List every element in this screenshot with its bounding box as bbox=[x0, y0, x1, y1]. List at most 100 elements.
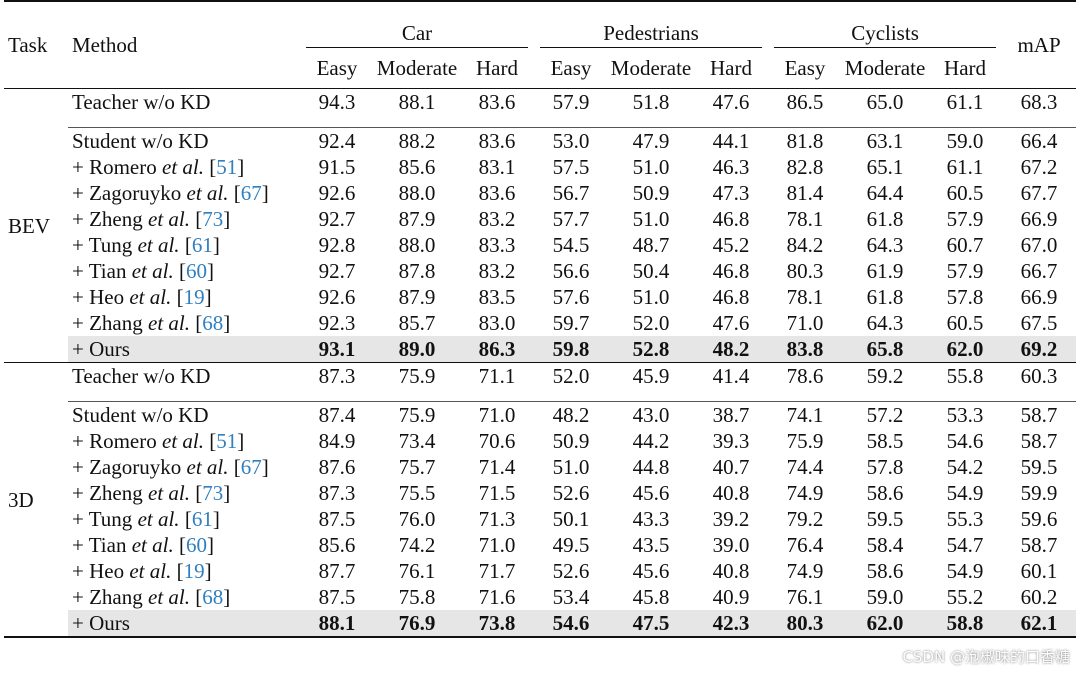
citation-link[interactable]: 68 bbox=[202, 585, 224, 609]
method-name: + Heo et al. [19] bbox=[72, 559, 212, 583]
value-cell: 43.3 bbox=[632, 507, 670, 531]
value-cell: 51.0 bbox=[632, 207, 670, 231]
table-row: + Zagoruyko et al. [67] 87.6 75.7 71.4 51.0 4… bbox=[4, 454, 1076, 480]
task-label: BEV bbox=[4, 88, 68, 363]
citation-link[interactable]: 60 bbox=[185, 259, 207, 283]
citation-link[interactable]: 51 bbox=[216, 155, 238, 179]
value-cell: 52.6 bbox=[552, 559, 590, 583]
citation-link[interactable]: 73 bbox=[202, 481, 224, 505]
value-cell: 67.2 bbox=[1020, 155, 1058, 179]
citation-link[interactable]: 73 bbox=[202, 207, 224, 231]
table-row: + Tung et al. [61] 92.8 88.0 83.3 54.5 48.7 45… bbox=[4, 232, 1076, 258]
value-cell: 50.1 bbox=[552, 507, 590, 531]
value-cell: 83.3 bbox=[478, 233, 516, 257]
value-cell: 65.8 bbox=[842, 336, 929, 363]
value-cell: 92.8 bbox=[318, 233, 356, 257]
value-cell: 63.1 bbox=[866, 129, 904, 153]
citation-link[interactable]: 19 bbox=[183, 559, 205, 583]
value-cell: 75.5 bbox=[398, 481, 436, 505]
citation-link[interactable]: 61 bbox=[191, 233, 213, 257]
citation-link[interactable]: 67 bbox=[240, 455, 262, 479]
group-header-cyclists: Cyclists bbox=[768, 0, 1003, 48]
value-cell: 57.7 bbox=[552, 207, 590, 231]
value-cell: 50.9 bbox=[552, 429, 590, 453]
method-name: + Ours bbox=[68, 610, 300, 638]
value-cell: 39.0 bbox=[712, 533, 750, 557]
value-cell: 92.6 bbox=[318, 181, 356, 205]
value-cell: 87.5 bbox=[318, 585, 356, 609]
value-cell: 87.9 bbox=[398, 207, 436, 231]
group-header-pedestrians: Pedestrians bbox=[534, 0, 769, 48]
value-cell: 39.3 bbox=[712, 429, 750, 453]
value-cell: 83.2 bbox=[478, 259, 516, 283]
value-cell: 57.6 bbox=[552, 285, 590, 309]
value-cell: 78.1 bbox=[786, 207, 824, 231]
value-cell: 44.1 bbox=[712, 129, 750, 153]
value-cell: 89.0 bbox=[374, 336, 460, 363]
section-gap bbox=[4, 115, 1077, 128]
value-cell: 59.7 bbox=[552, 311, 590, 335]
value-cell: 52.8 bbox=[608, 336, 694, 363]
sub-header: Moderate bbox=[376, 56, 458, 80]
value-cell: 82.8 bbox=[786, 155, 824, 179]
value-cell: 71.0 bbox=[478, 403, 516, 427]
value-cell: 57.5 bbox=[552, 155, 590, 179]
header-row-difficulty: Easy Moderate Hard Easy Moderate Hard Ea… bbox=[4, 48, 1076, 89]
sub-header: Hard bbox=[710, 56, 752, 80]
method-name: + Tung et al. [61] bbox=[72, 233, 220, 257]
value-cell: 56.6 bbox=[552, 259, 590, 283]
value-cell: 60.3 bbox=[1002, 362, 1077, 389]
value-cell: 38.7 bbox=[712, 403, 750, 427]
value-cell: 74.1 bbox=[786, 403, 824, 427]
citation-link[interactable]: 67 bbox=[240, 181, 262, 205]
value-cell: 61.9 bbox=[866, 259, 904, 283]
value-cell: 39.2 bbox=[712, 507, 750, 531]
value-cell: 52.0 bbox=[632, 311, 670, 335]
value-cell: 86.5 bbox=[768, 88, 843, 115]
sub-header: Hard bbox=[476, 56, 518, 80]
value-cell: 46.8 bbox=[712, 259, 750, 283]
value-cell: 87.3 bbox=[300, 362, 374, 389]
value-cell: 69.2 bbox=[1002, 336, 1077, 363]
value-cell: 66.9 bbox=[1020, 207, 1058, 231]
value-cell: 73.8 bbox=[460, 610, 534, 638]
value-cell: 88.1 bbox=[300, 610, 374, 638]
value-cell: 58.7 bbox=[1020, 403, 1058, 427]
value-cell: 87.5 bbox=[318, 507, 356, 531]
table-row: + Tian et al. [60] 85.6 74.2 71.0 49.5 43.5 39… bbox=[4, 532, 1076, 558]
value-cell: 45.9 bbox=[608, 362, 694, 389]
value-cell: 83.8 bbox=[768, 336, 843, 363]
value-cell: 88.0 bbox=[398, 233, 436, 257]
value-cell: 46.8 bbox=[712, 285, 750, 309]
value-cell: 83.5 bbox=[478, 285, 516, 309]
value-cell: 92.4 bbox=[318, 129, 356, 153]
et-al: et al. bbox=[148, 481, 190, 505]
value-cell: 71.3 bbox=[478, 507, 516, 531]
value-cell: 51.0 bbox=[632, 285, 670, 309]
value-cell: 47.6 bbox=[712, 311, 750, 335]
value-cell: 92.7 bbox=[318, 207, 356, 231]
value-cell: 76.1 bbox=[786, 585, 824, 609]
citation-link[interactable]: 19 bbox=[183, 285, 205, 309]
citation-link[interactable]: 61 bbox=[191, 507, 213, 531]
value-cell: 87.6 bbox=[318, 455, 356, 479]
table-row: + Heo et al. [19] 87.7 76.1 71.7 52.6 45.6 40.… bbox=[4, 558, 1076, 584]
method-prefix: Student w/o KD bbox=[72, 129, 209, 153]
value-cell: 60.2 bbox=[1020, 585, 1058, 609]
value-cell: 57.9 bbox=[534, 88, 608, 115]
citation-link[interactable]: 60 bbox=[185, 533, 207, 557]
ours-row: + Ours 93.1 89.0 86.3 59.8 52.8 48.2 83.8 65.8 62… bbox=[4, 336, 1077, 363]
value-cell: 83.1 bbox=[478, 155, 516, 179]
value-cell: 54.6 bbox=[534, 610, 608, 638]
table-row: + Zhang et al. [68] 92.3 85.7 83.0 59.7 52.0 4… bbox=[4, 310, 1076, 336]
value-cell: 59.0 bbox=[866, 585, 904, 609]
sub-header: Moderate bbox=[610, 56, 692, 80]
value-cell: 92.7 bbox=[318, 259, 356, 283]
value-cell: 60.5 bbox=[946, 181, 984, 205]
citation-link[interactable]: 51 bbox=[216, 429, 238, 453]
value-cell: 68.3 bbox=[1002, 88, 1077, 115]
citation-link[interactable]: 68 bbox=[202, 311, 224, 335]
value-cell: 73.4 bbox=[398, 429, 436, 453]
header-row-groups: Task Method Car Pedestrians Cyclists mAP bbox=[4, 0, 1077, 89]
value-cell: 76.1 bbox=[398, 559, 436, 583]
